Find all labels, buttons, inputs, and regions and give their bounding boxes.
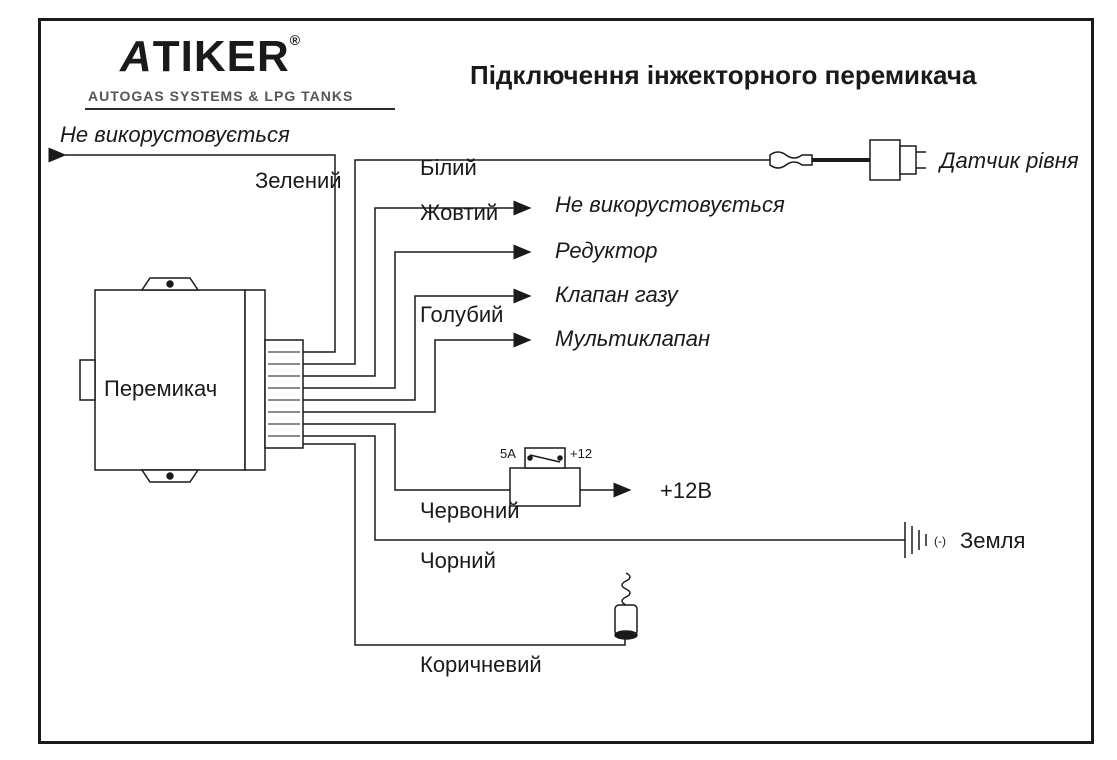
dest-gas-valve: Клапан газу	[555, 282, 678, 308]
wire-label-white: Білий	[420, 155, 477, 181]
ground-minus: (-)	[934, 534, 946, 548]
wire-label-brown: Коричневий	[420, 652, 542, 678]
wire-label-yellow: Жовтий	[420, 200, 498, 226]
dest-not-used-2: Не викорустовується	[555, 192, 785, 218]
dest-reducer: Редуктор	[555, 238, 658, 264]
dest-ground: Земля	[960, 528, 1025, 554]
wire-label-red: Червоний	[420, 498, 520, 524]
dest-multivalve: Мультиклапан	[555, 326, 710, 352]
fuse-label-left: 5A	[500, 446, 516, 461]
switch-label: Перемикач	[104, 376, 217, 402]
level-sensor-connector	[770, 140, 926, 180]
wire-label-black: Чорний	[420, 548, 496, 574]
fuse-label-right: +12	[570, 446, 592, 461]
wire-label-green: Зелений	[255, 168, 342, 194]
temp-sensor	[615, 573, 637, 639]
ground-symbol	[905, 522, 926, 558]
dest-level-sensor: Датчик рівня	[940, 148, 1079, 174]
dest-12v: +12В	[660, 478, 712, 504]
dest-not-used-1: Не викорустовується	[60, 122, 290, 148]
wire-label-blue: Голубий	[420, 302, 503, 328]
